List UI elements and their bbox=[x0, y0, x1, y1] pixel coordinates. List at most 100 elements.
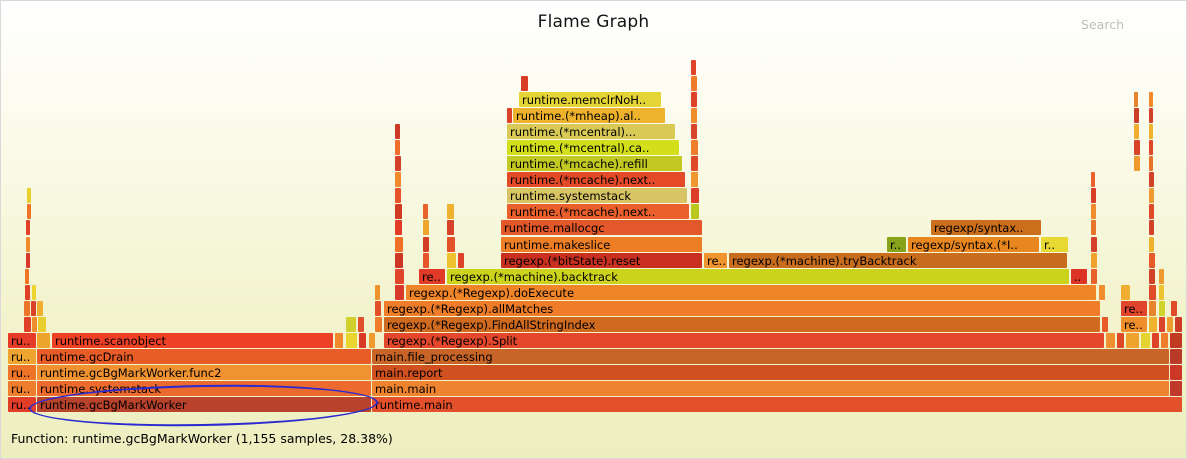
flame-frame[interactable]: ru.. bbox=[8, 397, 36, 412]
flame-frame-sliver[interactable] bbox=[691, 92, 697, 108]
flame-frame[interactable]: runtime.(*mcache).next.. bbox=[507, 204, 689, 220]
flame-frame[interactable]: re.. bbox=[1121, 300, 1147, 316]
flame-frame-sliver[interactable] bbox=[521, 76, 528, 91]
flame-frame[interactable]: regexp.(*machine).tryBacktrack bbox=[729, 252, 1067, 268]
flame-frame-sliver[interactable] bbox=[395, 156, 401, 172]
flame-frame-sliver[interactable] bbox=[359, 332, 366, 348]
flame-frame-sliver[interactable] bbox=[375, 284, 380, 300]
flame-frame-sliver[interactable] bbox=[447, 252, 456, 268]
flame-frame-sliver[interactable] bbox=[1170, 364, 1182, 380]
flame-frame[interactable]: runtime.(*mheap).al.. bbox=[513, 108, 665, 124]
flame-frame-sliver[interactable] bbox=[1106, 332, 1115, 348]
flame-frame-sliver[interactable] bbox=[1102, 316, 1108, 332]
flame-frame[interactable]: main.report bbox=[372, 364, 1169, 380]
flame-frame-sliver[interactable] bbox=[375, 316, 382, 332]
flame-frame-sliver[interactable] bbox=[1149, 284, 1156, 300]
flame-frame-sliver[interactable] bbox=[1159, 284, 1164, 300]
flame-frame-sliver[interactable] bbox=[346, 316, 356, 332]
flame-frame[interactable]: runtime.gcDrain bbox=[37, 348, 371, 364]
flame-frame-sliver[interactable] bbox=[447, 220, 454, 236]
flame-frame-sliver[interactable] bbox=[1149, 300, 1156, 316]
flame-frame[interactable]: re.. bbox=[704, 252, 727, 268]
flame-frame[interactable]: r.. bbox=[1041, 236, 1068, 252]
flame-frame-sliver[interactable] bbox=[1121, 284, 1130, 300]
flame-frame-sliver[interactable] bbox=[1149, 220, 1154, 236]
flame-frame-sliver[interactable] bbox=[691, 124, 697, 140]
flame-frame-sliver[interactable] bbox=[507, 108, 512, 124]
flame-frame[interactable]: runtime.(*mcache).refill bbox=[507, 156, 682, 172]
flame-frame-sliver[interactable] bbox=[1159, 268, 1164, 284]
flame-frame-sliver[interactable] bbox=[1134, 108, 1139, 124]
flame-frame-sliver[interactable] bbox=[691, 59, 696, 75]
flame-frame-sliver[interactable] bbox=[1149, 108, 1153, 124]
flame-frame-sliver[interactable] bbox=[31, 300, 36, 316]
flame-frame-sliver[interactable] bbox=[27, 188, 31, 204]
flame-frame[interactable]: regexp.(*machine).backtrack bbox=[447, 268, 1069, 284]
flame-frame-sliver[interactable] bbox=[1091, 220, 1096, 236]
flame-frame[interactable]: runtime.makeslice bbox=[501, 236, 702, 252]
flame-frame-sliver[interactable] bbox=[395, 268, 404, 284]
flame-frame-sliver[interactable] bbox=[691, 108, 697, 124]
flame-frame-sliver[interactable] bbox=[423, 204, 428, 220]
flame-frame-sliver[interactable] bbox=[24, 300, 30, 316]
flame-frame-sliver[interactable] bbox=[1149, 268, 1155, 284]
flame-frame-sliver[interactable] bbox=[25, 268, 29, 284]
flame-frame-sliver[interactable] bbox=[24, 316, 31, 332]
flame-frame-sliver[interactable] bbox=[395, 188, 401, 204]
flame-frame-sliver[interactable] bbox=[423, 236, 429, 252]
flame-frame-sliver[interactable] bbox=[1149, 316, 1157, 332]
flame-frame[interactable]: main.file_processing bbox=[372, 348, 1169, 364]
flame-frame-sliver[interactable] bbox=[1091, 172, 1095, 188]
flame-frame-sliver[interactable] bbox=[1091, 188, 1096, 204]
flame-frame-sliver[interactable] bbox=[37, 300, 43, 316]
flame-frame-sliver[interactable] bbox=[691, 188, 699, 204]
flame-frame-sliver[interactable] bbox=[1170, 380, 1182, 396]
flame-frame[interactable]: runtime.main bbox=[372, 397, 1182, 412]
flame-frame-sliver[interactable] bbox=[27, 204, 31, 220]
flame-frame[interactable]: runtime.gcBgMarkWorker bbox=[37, 397, 371, 412]
flame-frame-sliver[interactable] bbox=[447, 204, 454, 220]
flame-frame[interactable]: main.main bbox=[372, 380, 1169, 396]
flame-frame-sliver[interactable] bbox=[691, 172, 698, 188]
flame-frame[interactable]: runtime.systemstack bbox=[37, 380, 371, 396]
flame-frame-sliver[interactable] bbox=[1149, 156, 1153, 172]
flame-frame-sliver[interactable] bbox=[346, 332, 357, 348]
flame-frame-sliver[interactable] bbox=[25, 284, 30, 300]
flame-frame-sliver[interactable] bbox=[1149, 92, 1153, 108]
flame-frame[interactable]: regexp.(*bitState).reset bbox=[501, 252, 702, 268]
flame-frame-sliver[interactable] bbox=[26, 236, 30, 252]
flame-frame-sliver[interactable] bbox=[1149, 188, 1154, 204]
flame-frame-sliver[interactable] bbox=[1126, 332, 1139, 348]
flame-frame-sliver[interactable] bbox=[1117, 332, 1124, 348]
search-button[interactable]: Search bbox=[1081, 17, 1124, 32]
flame-frame[interactable]: regexp.(*Regexp).Split bbox=[384, 332, 1104, 348]
flame-frame-sliver[interactable] bbox=[375, 300, 381, 316]
flame-frame-sliver[interactable] bbox=[1161, 332, 1168, 348]
flame-frame-sliver[interactable] bbox=[395, 220, 402, 236]
flame-frame-sliver[interactable] bbox=[1134, 140, 1140, 156]
flame-frame-sliver[interactable] bbox=[1091, 236, 1097, 252]
flame-frame-sliver[interactable] bbox=[1141, 332, 1150, 348]
flame-frame-sliver[interactable] bbox=[1091, 252, 1097, 268]
flame-frame-sliver[interactable] bbox=[691, 76, 697, 91]
flame-frame-sliver[interactable] bbox=[447, 236, 455, 252]
flame-frame-sliver[interactable] bbox=[1175, 316, 1182, 332]
flame-frame[interactable]: runtime.(*mcache).next.. bbox=[507, 172, 685, 188]
flame-frame-sliver[interactable] bbox=[1159, 300, 1165, 316]
flame-frame-sliver[interactable] bbox=[26, 220, 30, 236]
flame-frame[interactable]: runtime.mallocgc bbox=[501, 220, 702, 236]
flame-frame-sliver[interactable] bbox=[395, 284, 404, 300]
flame-frame-sliver[interactable] bbox=[1171, 300, 1177, 316]
flame-frame-sliver[interactable] bbox=[1170, 332, 1182, 348]
flame-frame[interactable]: runtime.memclrNoH.. bbox=[519, 92, 661, 108]
flame-frame[interactable]: regexp.(*Regexp).doExecute bbox=[406, 284, 1096, 300]
flame-frame-sliver[interactable] bbox=[1149, 172, 1154, 188]
flame-frame[interactable]: runtime.(*mcentral).ca.. bbox=[507, 140, 679, 156]
flame-frame[interactable]: regexp/syntax.. bbox=[931, 220, 1041, 236]
flame-frame-sliver[interactable] bbox=[423, 252, 429, 268]
flame-frame-sliver[interactable] bbox=[1134, 92, 1138, 108]
flame-frame-sliver[interactable] bbox=[38, 316, 46, 332]
flame-frame-sliver[interactable] bbox=[1149, 140, 1153, 156]
flame-frame-sliver[interactable] bbox=[1134, 124, 1139, 140]
